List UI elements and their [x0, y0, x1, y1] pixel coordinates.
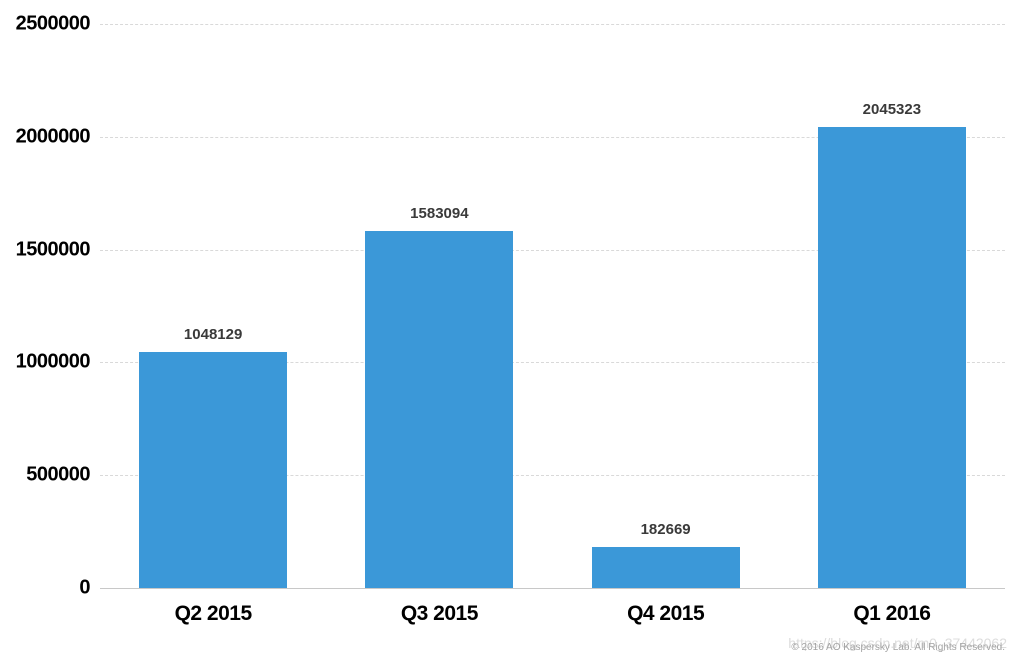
y-tick-label: 1000000: [15, 350, 91, 373]
bar: [139, 351, 288, 588]
y-tick-label: 500000: [26, 463, 90, 486]
y-tick-label: 1500000: [15, 238, 91, 261]
bar: [365, 230, 514, 588]
bar-value-label: 182669: [640, 520, 691, 538]
bar-value-label: 1583094: [410, 204, 469, 222]
gridline: [100, 136, 1005, 138]
x-axis-line: [100, 588, 1005, 589]
x-tick-label: Q1 2016: [853, 602, 931, 625]
gridline: [100, 24, 1005, 25]
y-tick-label: 2000000: [15, 125, 91, 148]
y-tick-label: 0: [79, 576, 90, 599]
gridline: [100, 362, 1005, 364]
y-tick-label: 2500000: [15, 12, 91, 35]
x-tick-label: Q3 2015: [400, 602, 479, 625]
csdn-watermark: https://blog.csdn.net/m0_37442062: [788, 635, 1007, 651]
x-tick-label: Q2 2015: [174, 602, 253, 625]
gridline: [100, 249, 1005, 251]
bar-value-label: 1048129: [183, 325, 243, 343]
copyright-text: © 2016 AO Kaspersky Lab. All Rights Rese…: [791, 642, 1005, 653]
gridline: [100, 475, 1005, 477]
x-tick-label: Q4 2015: [627, 602, 705, 625]
bar-value-label: 2045323: [862, 100, 922, 118]
bar: [591, 546, 740, 588]
bar: [817, 126, 966, 588]
